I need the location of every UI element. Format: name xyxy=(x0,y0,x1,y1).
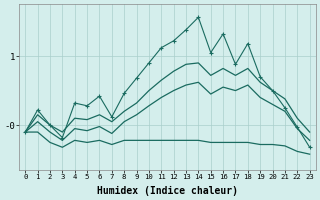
X-axis label: Humidex (Indice chaleur): Humidex (Indice chaleur) xyxy=(97,186,238,196)
